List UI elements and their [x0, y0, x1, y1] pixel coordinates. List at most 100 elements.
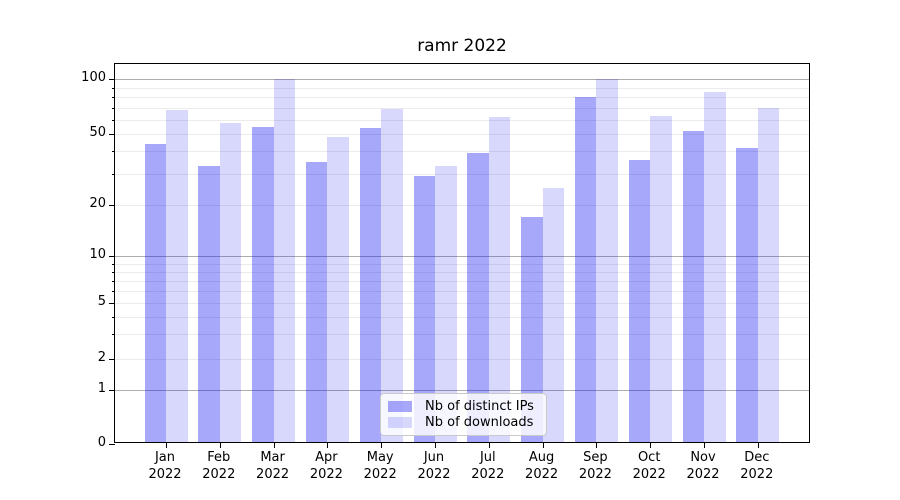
y-minor-tick-mark	[112, 151, 115, 153]
bar-nb-of-downloads-jun	[435, 166, 457, 442]
bar-nb-of-distinct-ips-oct	[628, 159, 651, 442]
plot-area	[109, 63, 810, 448]
legend-swatch-distinct-ips	[388, 401, 412, 413]
minor-gridline	[115, 317, 809, 318]
minor-gridline	[115, 359, 809, 360]
bar-nb-of-distinct-ips-aug	[521, 216, 543, 442]
x-tick-mark	[488, 443, 490, 448]
bar-nb-of-distinct-ips-apr	[305, 161, 328, 442]
bar-nb-of-downloads-nov	[704, 92, 726, 442]
x-tick-mark	[435, 443, 436, 448]
minor-gridline	[115, 173, 809, 175]
bar-nb-of-downloads-jul	[488, 117, 511, 442]
x-tick-mark	[273, 443, 275, 448]
bar-nb-of-downloads-dec	[757, 107, 780, 442]
x-tick-mark	[757, 443, 759, 448]
bar-nb-of-distinct-ips-dec	[736, 147, 758, 442]
bar-nb-of-distinct-ips-jun	[413, 176, 435, 442]
major-gridline	[115, 389, 809, 391]
legend-item-downloads: Nb of downloads	[388, 415, 536, 430]
chart-title: ramr 2022	[417, 36, 507, 56]
minor-gridline	[115, 263, 809, 265]
x-tick-label-jul: Jul 2022	[471, 450, 505, 482]
x-tick-label-sep: Sep 2022	[578, 450, 612, 482]
minor-gridline	[115, 291, 809, 292]
y-minor-tick-mark	[112, 317, 115, 318]
legend: Nb of distinct IPs Nb of downloads	[380, 393, 547, 436]
bar-nb-of-distinct-ips-nov	[682, 131, 704, 442]
y-tick-label: 1	[97, 380, 106, 396]
legend-item-distinct-ips: Nb of distinct IPs	[388, 399, 536, 414]
y-tick-label: 20	[89, 195, 106, 211]
x-tick-label-jan: Jan 2022	[148, 450, 182, 482]
minor-gridline	[115, 303, 809, 305]
bar-nb-of-distinct-ips-may	[359, 128, 382, 442]
x-tick-mark	[381, 443, 383, 448]
y-minor-tick-mark	[112, 263, 115, 265]
x-tick-mark	[542, 443, 544, 448]
y-minor-tick-mark	[112, 334, 115, 336]
y-tick-label: 50	[89, 125, 106, 141]
minor-gridline	[115, 87, 809, 89]
x-tick-label-may: May 2022	[363, 450, 397, 482]
y-minor-tick-mark	[112, 271, 115, 273]
major-gridline	[115, 79, 809, 81]
bar-nb-of-distinct-ips-feb	[198, 166, 220, 442]
minor-gridline	[115, 97, 809, 98]
y-tick-mark	[109, 389, 115, 391]
y-minor-tick-mark	[112, 303, 115, 305]
minor-gridline	[115, 107, 809, 109]
legend-label-distinct-ips: Nb of distinct IPs	[425, 399, 534, 415]
bar-nb-of-distinct-ips-jul	[467, 153, 489, 442]
x-axis-labels: Jan 2022 Feb 2022 Mar 2022 Apr 2022 May 2022…	[114, 450, 810, 490]
y-minor-tick-mark	[112, 97, 115, 98]
major-gridline	[115, 256, 809, 258]
bar-nb-of-downloads-jan	[166, 109, 188, 442]
y-minor-tick-mark	[112, 134, 115, 136]
minor-gridline	[115, 271, 809, 273]
x-tick-mark	[219, 443, 221, 448]
y-tick-label: 10	[89, 247, 106, 263]
x-tick-label-apr: Apr 2022	[309, 450, 343, 482]
x-tick-label-dec: Dec 2022	[740, 450, 774, 482]
x-tick-mark	[650, 443, 652, 448]
legend-swatch-downloads	[388, 416, 412, 428]
y-tick-mark	[109, 79, 115, 81]
bar-nb-of-downloads-aug	[542, 187, 565, 442]
minor-gridline	[115, 119, 809, 121]
y-tick-mark	[109, 444, 115, 445]
y-minor-tick-mark	[112, 204, 115, 206]
bar-nb-of-downloads-sep	[596, 79, 618, 442]
x-tick-mark	[596, 443, 598, 448]
x-tick-label-feb: Feb 2022	[202, 450, 236, 482]
y-minor-tick-mark	[112, 119, 115, 121]
x-tick-label-jun: Jun 2022	[417, 450, 451, 482]
y-minor-tick-mark	[112, 359, 115, 360]
legend-label-downloads: Nb of downloads	[425, 414, 534, 430]
x-tick-label-nov: Nov 2022	[686, 450, 720, 482]
bar-nb-of-downloads-may	[381, 108, 403, 442]
y-minor-tick-mark	[112, 173, 115, 175]
x-tick-label-aug: Aug 2022	[525, 450, 559, 482]
y-tick-label: 2	[97, 350, 106, 365]
bar-nb-of-distinct-ips-jan	[144, 144, 166, 442]
minor-gridline	[115, 334, 809, 336]
x-tick-label-oct: Oct 2022	[632, 450, 666, 482]
x-tick-mark	[327, 443, 329, 448]
bar-nb-of-distinct-ips-mar	[252, 126, 274, 442]
x-tick-label-mar: Mar 2022	[256, 450, 290, 482]
minor-gridline	[115, 151, 809, 153]
x-tick-mark	[704, 443, 705, 448]
y-tick-label: 0	[97, 435, 106, 450]
bar-nb-of-downloads-mar	[273, 79, 296, 442]
minor-gridline	[115, 204, 809, 206]
x-tick-mark	[166, 443, 167, 448]
y-tick-mark	[109, 256, 115, 258]
minor-gridline	[115, 280, 809, 282]
bar-nb-of-downloads-apr	[327, 137, 349, 442]
bar-nb-of-distinct-ips-sep	[574, 97, 597, 442]
y-axis-labels: 100 50 20 10 5 2 1 0	[0, 63, 106, 450]
y-tick-label: 5	[97, 294, 106, 310]
minor-gridline	[115, 134, 809, 136]
